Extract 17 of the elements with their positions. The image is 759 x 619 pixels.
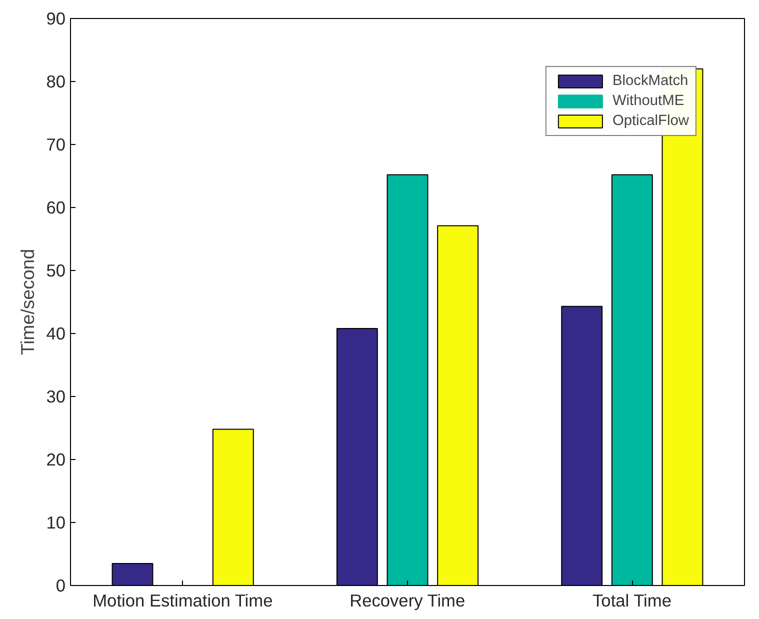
legend-label: BlockMatch	[612, 73, 688, 89]
x-tick-label: Motion Estimation Time	[92, 590, 273, 610]
y-tick-label: 50	[46, 260, 66, 280]
x-tick-label: Recovery Time	[350, 590, 466, 610]
y-tick-label: 20	[46, 450, 66, 470]
y-tick-label: 80	[46, 72, 66, 92]
y-tick-label: 30	[46, 386, 66, 406]
y-axis-title: Time/second	[17, 248, 38, 356]
y-tick-label: 10	[46, 512, 66, 532]
y-tick-label: 70	[46, 134, 66, 154]
legend-label: WithoutME	[612, 93, 684, 109]
y-tick-label: 0	[56, 576, 66, 596]
y-tick-label: 40	[46, 324, 66, 344]
y-tick-label: 60	[46, 198, 66, 218]
y-tick-label: 90	[46, 8, 66, 28]
legend-label: OpticalFlow	[612, 113, 689, 129]
x-tick-label: Total Time	[592, 590, 672, 610]
